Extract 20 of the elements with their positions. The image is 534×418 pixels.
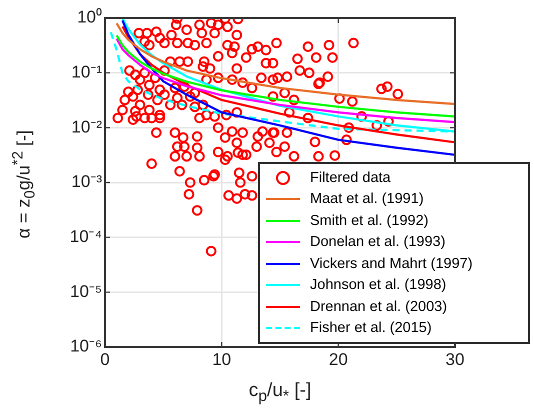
y-tick-label: 10⁻¹ xyxy=(71,62,102,82)
legend-label: Donelan et al. (1993) xyxy=(310,234,446,250)
y-tick-label: 10⁻⁶ xyxy=(70,336,102,356)
x-tick-label: 30 xyxy=(446,350,464,369)
legend-label: Smith et al. (1992) xyxy=(310,212,428,229)
y-tick-label: 10⁰ xyxy=(77,8,102,27)
x-tick-label: 20 xyxy=(328,350,348,369)
legend-label: Maat et al. (1991) xyxy=(310,191,424,208)
x-tick-label: 10 xyxy=(212,350,232,369)
y-tick-label: 10⁻² xyxy=(71,117,102,136)
x-axis-title: c$_{p}$/u$_{*}$ [-] xyxy=(248,380,312,406)
legend-label: Johnson et al. (1998) xyxy=(310,277,446,294)
legend-label: Vickers and Mahrt (1997) xyxy=(310,256,473,272)
legend-label: Filtered data xyxy=(310,170,391,186)
legend-label: Drennan et al. (2003) xyxy=(310,298,448,315)
y-tick-label: 10⁻⁴ xyxy=(70,227,102,246)
y-tick-label: 10⁻³ xyxy=(71,172,102,192)
y-tick-label: 10⁻⁵ xyxy=(70,282,102,301)
x-tick-label: 0 xyxy=(100,350,110,369)
legend-label: Fisher et al. (2015) xyxy=(310,320,432,336)
